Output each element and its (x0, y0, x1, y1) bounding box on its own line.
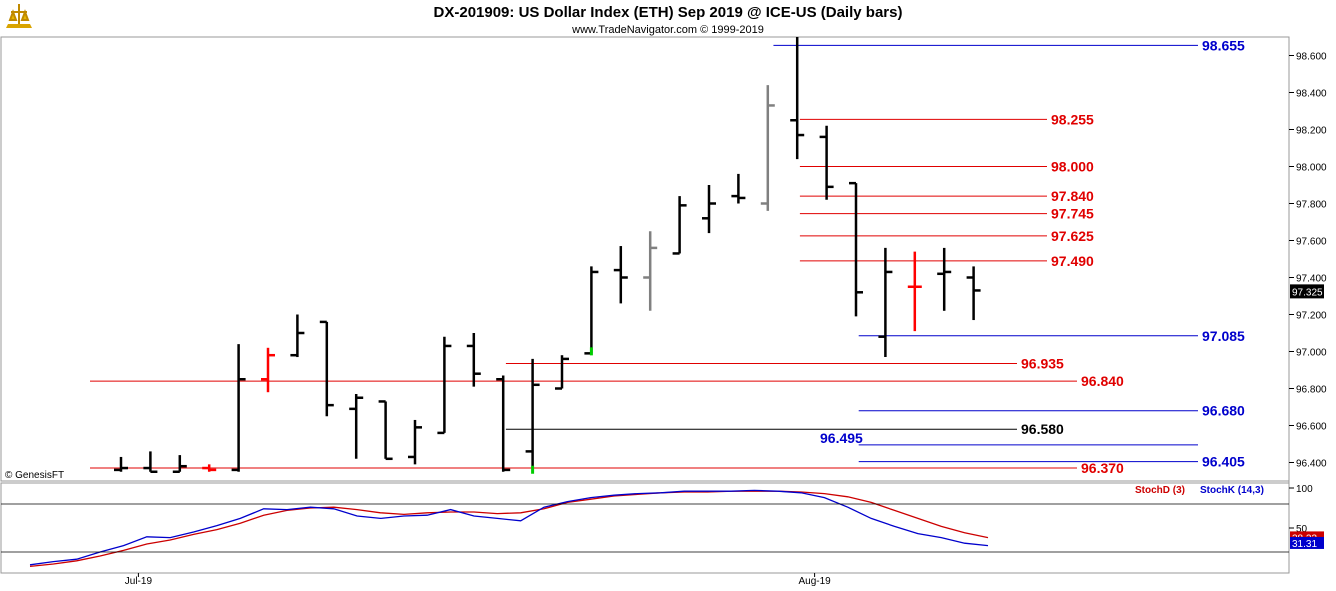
legend-stochk: StochK (14,3) (1200, 485, 1264, 496)
price-tick-label: 98.600 (1296, 52, 1327, 63)
price-bar (643, 231, 658, 311)
time-axis: Jul-19 Aug-19 (125, 573, 831, 587)
stoch-series-line (29, 489, 989, 566)
price-tick-label: 97.600 (1296, 237, 1327, 248)
stoch-series-line (29, 490, 989, 568)
level-label: 96.370 (1081, 460, 1124, 476)
price-bar (672, 196, 687, 255)
price-bar (231, 344, 246, 472)
level-label: 96.680 (1202, 403, 1245, 419)
level-label: 96.935 (1021, 356, 1064, 372)
price-bar (613, 246, 628, 304)
level-label: 97.745 (1051, 206, 1094, 222)
level-label: 97.625 (1051, 228, 1094, 244)
price-bar (319, 320, 334, 417)
price-bar (466, 333, 481, 387)
stochastic-lines (29, 489, 989, 568)
price-bar (819, 125, 834, 200)
price-tick-label: 98.000 (1296, 163, 1327, 174)
price-tick-label: 96.800 (1296, 385, 1327, 396)
price-bar (760, 85, 775, 211)
level-label: 98.655 (1202, 37, 1245, 53)
price-bars (114, 37, 981, 474)
time-tick-label: Aug-19 (798, 576, 831, 587)
level-label: 96.580 (1021, 421, 1064, 437)
price-bar (525, 358, 540, 467)
level-label: 96.405 (1202, 454, 1245, 470)
price-bar (143, 451, 158, 473)
price-bar (378, 400, 393, 461)
price-bar (202, 464, 217, 472)
price-bar (849, 181, 863, 317)
level-label: 97.490 (1051, 253, 1094, 269)
price-tick-label: 97.200 (1296, 311, 1327, 322)
price-bar (172, 455, 187, 473)
genesisft-watermark: © GenesisFT (5, 470, 64, 481)
level-label: 96.840 (1081, 373, 1124, 389)
price-bar (966, 266, 981, 321)
level-label: 96.495 (820, 430, 863, 446)
price-tick-label: 97.000 (1296, 348, 1327, 359)
price-tick-label: 97.800 (1296, 200, 1327, 211)
stoch-tick-label: 100 (1296, 484, 1313, 495)
price-panel[interactable] (0, 36, 1290, 482)
level-label: 97.085 (1202, 328, 1245, 344)
price-tick-label: 96.400 (1296, 459, 1327, 470)
price-tick-label: 98.400 (1296, 89, 1327, 100)
price-bar (937, 247, 952, 311)
price-bar (114, 456, 128, 472)
stoch-tick-label: 50 (1296, 524, 1308, 535)
last-price-label: 97.325 (1292, 287, 1323, 298)
last-price-box (1290, 284, 1324, 299)
price-bar (408, 419, 422, 465)
price-bar (349, 394, 364, 459)
level-label: 98.255 (1051, 111, 1094, 127)
price-levels: 98.655 98.255 98.000 97.840 97.745 97.625 97.4… (90, 37, 1245, 476)
level-label: 98.000 (1051, 159, 1094, 175)
price-bar (584, 266, 599, 355)
price-axis: 98.600 98.400 98.200 98.000 97.800 97.600 97.4… (1289, 52, 1327, 470)
legend-stochd: StochD (3) (1135, 485, 1185, 496)
price-tick-label: 98.200 (1296, 126, 1327, 137)
price-bar (290, 314, 305, 358)
stoch-last-label: 31.31 (1292, 539, 1317, 550)
stoch-last-box (1290, 536, 1324, 549)
price-bar (437, 336, 452, 435)
price-tick-label: 96.600 (1296, 422, 1327, 433)
level-label: 97.840 (1051, 188, 1094, 204)
stochastic-panel[interactable] (0, 482, 1290, 574)
price-bar (555, 355, 569, 390)
price-bar (496, 375, 511, 472)
price-tick-label: 97.400 (1296, 274, 1327, 285)
price-bar (878, 247, 893, 358)
tradenavigator-logo-icon (6, 4, 32, 28)
price-bar (731, 173, 746, 204)
price-bar (907, 251, 922, 332)
chart-title: DX-201909: US Dollar Index (ETH) Sep 201… (434, 4, 903, 21)
stochastic-axis: 1005038.2331.31 (1, 484, 1324, 553)
price-bar (261, 347, 275, 393)
time-tick-label: Jul-19 (125, 576, 153, 587)
price-bar (790, 37, 805, 160)
chart-copyright: www.TradeNavigator.com © 1999-2019 (571, 24, 764, 36)
price-bar (702, 185, 716, 234)
